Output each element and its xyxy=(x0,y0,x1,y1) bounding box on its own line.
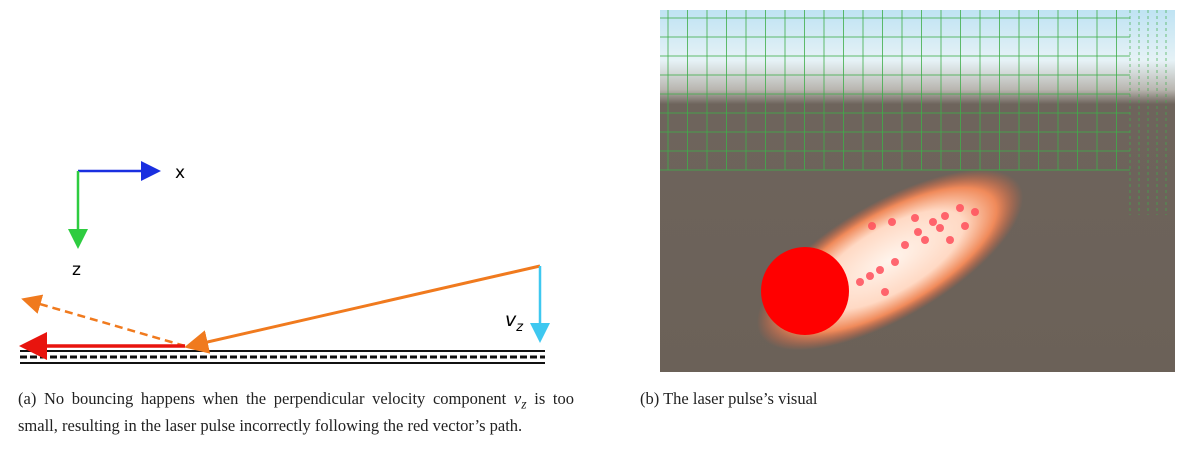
caption-tag: (b) xyxy=(640,389,659,408)
caption-text: The laser pulse’s visual xyxy=(663,389,817,408)
particle xyxy=(866,272,874,280)
particle xyxy=(971,208,979,216)
particle xyxy=(856,278,864,286)
diagram-a: x z vz xyxy=(20,163,545,363)
particle xyxy=(941,212,949,220)
pulse-core xyxy=(761,247,849,335)
particle xyxy=(921,236,929,244)
caption-math-sub: z xyxy=(521,396,526,411)
particle xyxy=(946,236,954,244)
bounce-vector xyxy=(26,300,185,346)
particle xyxy=(901,241,909,249)
caption-tag: (a) xyxy=(18,389,36,408)
vz-main: v xyxy=(505,309,517,331)
particle xyxy=(868,222,876,230)
caption-b: (b) The laser pulse’s visual xyxy=(640,388,818,410)
caption-a: (a) No bouncing happens when the perpend… xyxy=(18,388,574,437)
figure-canvas: x z vz xyxy=(0,0,1192,385)
vz-label: vz xyxy=(505,309,524,335)
incoming-vector xyxy=(190,266,540,346)
particle xyxy=(961,222,969,230)
page: x z vz (a) No bouncing happens when the … xyxy=(0,0,1192,457)
particle xyxy=(911,214,919,222)
particle xyxy=(876,266,884,274)
caption-text: No bouncing happens when the perpendicul… xyxy=(44,389,506,408)
particle xyxy=(888,218,896,226)
x-label: x xyxy=(175,163,185,183)
particle xyxy=(929,218,937,226)
particle xyxy=(956,204,964,212)
particle xyxy=(936,224,944,232)
particle xyxy=(881,288,889,296)
vz-sub: z xyxy=(515,320,524,335)
particle xyxy=(891,258,899,266)
screenshot-b xyxy=(660,10,1175,385)
particle xyxy=(914,228,922,236)
z-label: z xyxy=(72,260,81,280)
